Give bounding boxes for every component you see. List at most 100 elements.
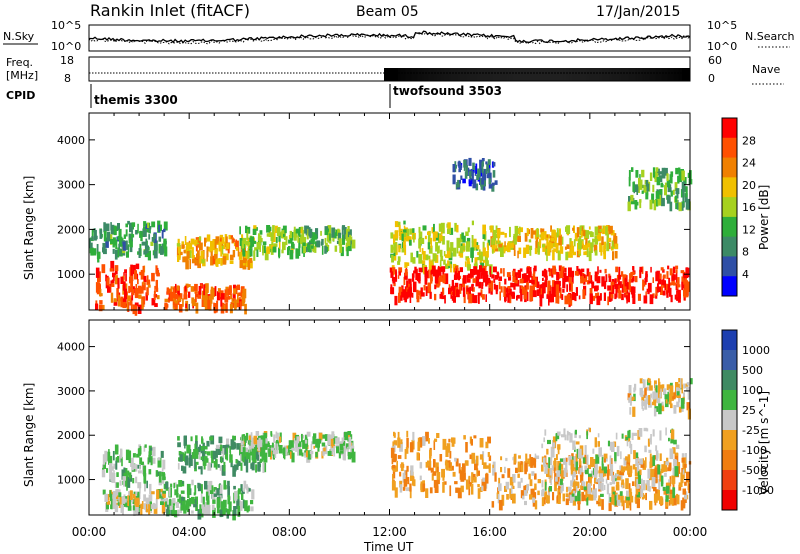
data-cell <box>509 226 511 238</box>
data-cell <box>202 496 205 508</box>
data-cell <box>130 300 133 312</box>
data-cell <box>604 268 607 274</box>
data-cell <box>643 427 648 432</box>
data-cell <box>111 473 116 483</box>
data-cell <box>237 247 240 257</box>
data-cell <box>304 225 308 234</box>
data-cell <box>303 236 307 248</box>
data-cell <box>649 453 652 463</box>
data-cell <box>146 480 148 489</box>
data-cell <box>482 175 484 185</box>
data-cell <box>618 281 622 289</box>
data-cell <box>335 444 340 448</box>
data-cell <box>543 457 546 467</box>
data-cell <box>204 445 208 450</box>
data-cell <box>225 302 228 313</box>
data-cell <box>563 472 567 477</box>
data-cell <box>687 172 691 179</box>
data-cell <box>495 245 498 249</box>
data-cell <box>108 463 113 470</box>
data-cell <box>131 289 135 296</box>
data-cell <box>289 230 293 239</box>
data-cell <box>240 436 244 446</box>
data-cell <box>128 233 132 244</box>
data-cell <box>629 407 632 415</box>
data-cell <box>228 234 231 240</box>
data-cell <box>584 465 588 470</box>
data-cell <box>493 266 497 273</box>
data-cell <box>139 483 141 494</box>
data-cell <box>274 225 278 233</box>
data-cell <box>299 449 303 456</box>
data-cell <box>242 447 246 457</box>
data-cell <box>548 487 550 496</box>
data-cell <box>120 296 124 308</box>
data-cell <box>434 438 438 442</box>
data-cell <box>621 484 624 489</box>
data-cell <box>120 276 124 284</box>
data-cell <box>436 466 439 477</box>
data-cell <box>575 485 578 493</box>
data-cell <box>555 284 559 295</box>
data-cell <box>553 467 556 474</box>
data-cell <box>209 436 214 441</box>
data-cell <box>406 430 409 438</box>
data-cell <box>390 232 394 239</box>
data-cell <box>118 492 122 498</box>
data-cell <box>403 479 406 490</box>
data-cell <box>245 241 250 246</box>
data-cell <box>475 261 478 267</box>
data-cell <box>503 286 506 297</box>
data-cell <box>448 287 452 295</box>
data-cell <box>281 249 284 254</box>
data-cell <box>660 475 664 485</box>
data-cell <box>606 469 610 480</box>
data-cell <box>501 474 505 479</box>
data-cell <box>687 408 691 420</box>
data-cell <box>485 465 490 469</box>
data-cell <box>341 437 344 443</box>
data-cell <box>118 243 121 253</box>
nave-tick-bottom: 0 <box>708 72 715 85</box>
data-cell <box>155 265 158 275</box>
freq-tick-bottom: 8 <box>64 72 71 85</box>
data-cell <box>278 445 283 454</box>
data-cell <box>107 451 111 462</box>
data-cell <box>276 443 279 454</box>
data-cell <box>520 490 525 499</box>
data-cell <box>492 170 496 178</box>
data-cell <box>286 445 290 449</box>
data-cell <box>505 457 508 462</box>
data-cell <box>454 481 458 485</box>
data-cell <box>550 238 554 242</box>
data-cell <box>443 259 446 265</box>
data-cell <box>117 297 121 307</box>
data-cell <box>600 293 602 301</box>
data-cell <box>324 434 328 441</box>
data-cell <box>651 477 656 487</box>
data-cell <box>148 469 152 475</box>
data-cell <box>616 476 621 481</box>
data-cell <box>482 271 487 283</box>
data-cell <box>218 258 221 264</box>
data-cell <box>412 476 414 486</box>
data-cell <box>422 483 426 492</box>
data-cell <box>233 506 237 516</box>
data-cell <box>210 247 213 257</box>
data-cell <box>534 486 537 491</box>
data-cell <box>615 266 618 273</box>
data-cell <box>590 487 593 493</box>
noise-tick-bottom: 10^0 <box>51 40 81 53</box>
data-cell <box>397 437 401 448</box>
data-cell <box>201 259 205 264</box>
data-cell <box>578 247 581 254</box>
data-cell <box>594 226 598 235</box>
data-cell <box>154 303 158 307</box>
data-cell <box>220 484 223 494</box>
data-cell <box>616 494 621 501</box>
data-cell <box>559 463 564 470</box>
data-cell <box>172 498 176 504</box>
data-cell <box>398 267 403 273</box>
data-cell <box>467 264 471 271</box>
data-cell <box>686 287 689 298</box>
